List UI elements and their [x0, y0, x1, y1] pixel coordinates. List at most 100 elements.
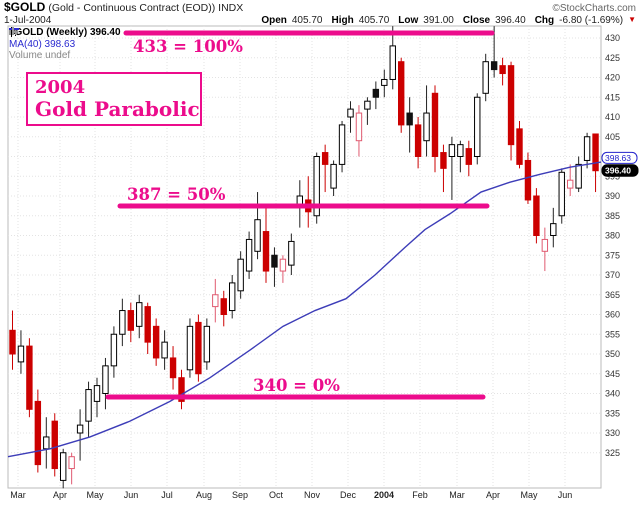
candle [567, 164, 574, 196]
candle [414, 117, 422, 169]
x-tick-label: Nov [304, 490, 321, 500]
volume-bars-icon [9, 27, 17, 35]
candle [406, 97, 413, 153]
candle [51, 413, 58, 477]
y-tick-label: 370 [605, 270, 620, 280]
x-tick-label: Apr [486, 490, 500, 500]
instrument-title: (Gold - Continuous Contract (EOD)) INDX [48, 2, 244, 14]
y-tick-label: 390 [605, 191, 620, 201]
candle [60, 448, 67, 489]
x-tick-label: May [520, 490, 538, 500]
candle [127, 302, 135, 343]
x-tick-label: Jul [161, 490, 173, 500]
candle [178, 369, 185, 410]
ma-tag [601, 151, 638, 164]
high-label: High [331, 15, 354, 26]
candle [288, 233, 295, 275]
candle [85, 381, 92, 437]
candle [465, 140, 473, 177]
legend-volume: Volume undef [9, 50, 71, 61]
title-line: $GOLD (Gold - Continuous Contract (EOD)) … [4, 1, 243, 14]
candle [583, 132, 591, 169]
candle [212, 278, 219, 323]
level-label: 340 = 0% [253, 376, 340, 395]
candle [482, 53, 489, 102]
candle [9, 310, 16, 370]
y-tick-label: 420 [605, 73, 620, 83]
y-tick-label: 425 [605, 53, 620, 63]
quote-date: 1-Jul-2004 [4, 15, 52, 26]
high-value: 405.70 [358, 15, 390, 26]
candle [457, 140, 464, 173]
y-tick-label: 385 [605, 211, 620, 221]
candle [34, 389, 42, 473]
y-tick-label: 325 [605, 448, 620, 458]
level-label: 433 = 100% [133, 37, 243, 56]
y-tick-label: 330 [605, 428, 620, 438]
x-tick-label: Feb [412, 490, 428, 500]
y-tick-label: 375 [605, 250, 620, 260]
x-tick-label: Apr [53, 490, 67, 500]
y-tick-label: 345 [605, 369, 620, 379]
candle [245, 231, 253, 279]
candle [271, 247, 278, 287]
chart-header: $GOLD (Gold - Continuous Contract (EOD)) … [4, 1, 636, 27]
candle [186, 318, 194, 378]
candle [499, 57, 506, 86]
ma40-line [7, 161, 602, 458]
candle [102, 357, 109, 410]
y-grid: 4304254204154104054003953903853803753703… [8, 33, 620, 458]
y-tick-label: 410 [605, 112, 620, 122]
open-label: Open [261, 15, 287, 26]
candle [347, 101, 354, 133]
box-title-text: Gold Parabolic [35, 97, 200, 121]
x-tick-label: Mar [10, 490, 26, 500]
x-tick-label: Sep [232, 490, 248, 500]
candle [448, 136, 456, 200]
candle [237, 251, 244, 299]
level-label: 387 = 50% [127, 185, 226, 204]
candle [119, 298, 126, 347]
y-tick-label: 335 [605, 408, 620, 418]
candle [490, 26, 498, 78]
candle [398, 57, 405, 133]
y-tick-label: 405 [605, 132, 620, 142]
close-tag-value: 396.40 [605, 166, 631, 176]
candle [220, 290, 227, 327]
candle [262, 203, 270, 283]
chg-value: -6.80 (-1.69%) [559, 15, 624, 26]
fib-annotations: 433 = 100% 387 = 50% 340 = 0% [105, 30, 495, 400]
candle [575, 156, 582, 193]
candle [169, 346, 177, 390]
x-tick-label: May [86, 490, 104, 500]
candle [381, 69, 388, 98]
candle [136, 294, 143, 339]
candle [364, 97, 371, 125]
candle [17, 330, 25, 374]
candle [321, 144, 329, 193]
open-value: 405.70 [291, 15, 323, 26]
candle [144, 302, 151, 354]
close-tag [601, 164, 639, 177]
close-value: 396.40 [495, 15, 526, 26]
candle [26, 338, 33, 418]
candle [68, 452, 75, 485]
candle [372, 81, 380, 110]
y-tick-label: 355 [605, 329, 620, 339]
legend-ma: MA(40) 398.63 [9, 38, 76, 50]
candle [524, 152, 532, 204]
candle [152, 318, 160, 366]
plot-legend: $GOLD (Weekly) 396.40 MA(40) 398.63 Volu… [9, 27, 121, 62]
y-tick-label: 340 [605, 389, 620, 399]
ma-tag-value: 398.63 [605, 153, 631, 163]
legend-symbol: $GOLD (Weekly) 396.40 [9, 27, 121, 38]
box-year-text: 2004 [35, 77, 85, 98]
candle [431, 85, 439, 173]
quote-summary: Open 405.70 High 405.70 Low 391.00 Close 396… [257, 15, 636, 27]
candle [279, 255, 287, 283]
candle [313, 152, 320, 224]
candle [423, 85, 430, 157]
candle [195, 314, 202, 382]
candle [558, 168, 565, 224]
